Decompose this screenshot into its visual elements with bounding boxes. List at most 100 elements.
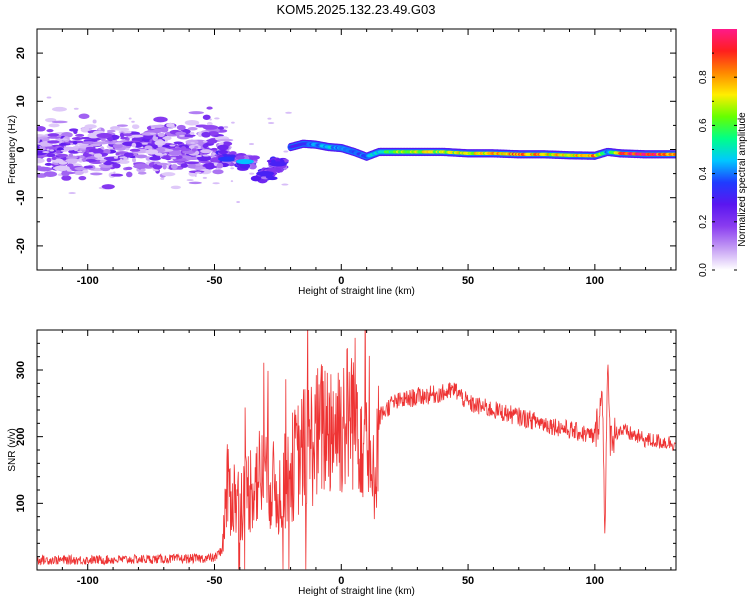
heatmap-cell <box>149 132 157 135</box>
heatmap-cell <box>170 126 177 129</box>
heatmap-cell <box>37 134 45 138</box>
heatmap-marks <box>37 96 676 203</box>
heatmap-cell <box>114 126 120 129</box>
heatmap-cell <box>53 167 56 170</box>
heatmap-cell <box>199 168 212 175</box>
heatmap-cell <box>200 149 212 154</box>
heatmap-cell <box>106 129 116 133</box>
heatmap-cell <box>212 169 224 175</box>
heatmap-cell <box>160 156 171 160</box>
heatmap-cell <box>82 153 93 157</box>
heatmap-cell <box>206 162 215 169</box>
heatmap-cell <box>112 163 121 169</box>
heatmap-cell <box>81 141 96 145</box>
heatmap-cell <box>119 156 127 159</box>
heatmap-cell <box>122 133 133 137</box>
heatmap-cell <box>66 155 78 160</box>
heatmap-cell <box>46 96 52 99</box>
heatmap-cell <box>126 171 133 178</box>
heatmap-cell <box>114 142 122 145</box>
heatmap-cell <box>212 152 217 155</box>
heatmap-cell <box>142 134 155 140</box>
snr-y-label: SNR (v/v) <box>7 428 18 471</box>
heatmap-cell <box>230 180 234 183</box>
heatmap-cell <box>218 149 228 155</box>
heatmap-cell <box>61 171 76 175</box>
heatmap-cell <box>202 140 208 143</box>
heatmap-cell <box>160 126 169 133</box>
heatmap-y-axis: -20 -10 0 10 20 <box>15 28 676 271</box>
colorbar-tick-label: 0.8 <box>698 70 709 84</box>
heatmap-cell <box>112 143 123 149</box>
heatmap-cell <box>170 185 181 190</box>
heatmap-cell <box>93 153 103 158</box>
heatmap-cell <box>43 171 58 178</box>
heatmap-cell <box>188 181 202 185</box>
heatmap-cell <box>123 158 129 161</box>
heatmap-cell <box>51 120 68 124</box>
heatmap-cell <box>202 125 219 130</box>
heatmap-cell <box>90 143 102 147</box>
chart-title: KOM5.2025.132.23.49.G03 <box>276 2 436 17</box>
heatmap-cell <box>44 162 53 166</box>
heatmap-cell <box>72 145 81 148</box>
heatmap-cell <box>202 114 211 120</box>
colorbar-gradient <box>712 29 737 270</box>
heatmap-cell <box>42 151 50 154</box>
heatmap-cell <box>51 156 57 160</box>
heatmap-cell <box>66 158 78 164</box>
x-tick-label: 50 <box>462 575 474 587</box>
heatmap-cell <box>217 144 229 151</box>
heatmap-cell <box>48 144 52 147</box>
heatmap-cell <box>150 126 156 129</box>
heatmap-cell <box>283 150 289 153</box>
heatmap-cell <box>80 127 90 133</box>
heatmap-cell <box>49 149 54 152</box>
heatmap-cell <box>184 119 200 126</box>
snr-frame <box>36 329 677 571</box>
heatmap-cell <box>46 148 50 151</box>
heatmap-cell <box>128 136 135 139</box>
colorbar: 0.0 0.2 0.4 0.6 0.8 Normalized spectral ampl… <box>698 29 748 277</box>
heatmap-cell <box>141 142 149 145</box>
heatmap-cell <box>113 171 116 174</box>
heatmap-cell <box>229 151 237 156</box>
heatmap-cell <box>75 133 85 137</box>
heatmap-cell <box>202 143 209 149</box>
heatmap-cell <box>51 106 67 112</box>
heatmap-cell <box>266 167 279 172</box>
heatmap-cell <box>267 121 275 124</box>
heatmap-cell <box>113 156 119 159</box>
heatmap-cell <box>131 124 140 130</box>
heatmap-cell <box>206 106 213 110</box>
x-tick-label: 0 <box>338 575 344 587</box>
heatmap-cell <box>214 117 220 120</box>
heatmap-cell <box>168 149 182 156</box>
heatmap-cell <box>188 111 204 115</box>
heatmap-cell <box>217 138 234 142</box>
heatmap-cell <box>69 128 79 132</box>
heatmap-cell <box>56 153 69 157</box>
x-tick-label: -100 <box>77 575 99 587</box>
heatmap-cell <box>145 156 152 161</box>
heatmap-cell <box>149 156 161 161</box>
heatmap-cell <box>206 121 213 127</box>
x-tick-label: -50 <box>207 275 223 287</box>
x-tick-label: 100 <box>586 275 604 287</box>
colorbar-tick-label: 0.6 <box>698 118 709 132</box>
snr-x-label: Height of straight line (km) <box>298 586 415 597</box>
y-tick-label: -20 <box>15 238 27 254</box>
heatmap-cell <box>84 124 97 129</box>
heatmap-cell <box>162 137 166 140</box>
heatmap-cell <box>96 133 113 138</box>
heatmap-cell <box>161 172 176 177</box>
heatmap-cell <box>162 142 166 145</box>
snr-y-axis: 100 200 300 <box>15 329 676 558</box>
heatmap-cell <box>152 169 160 172</box>
heatmap-cell <box>197 131 203 138</box>
heatmap-cell <box>134 154 148 159</box>
heatmap-cell <box>201 131 211 138</box>
heatmap-cell <box>132 157 137 163</box>
heatmap-cell <box>235 158 254 165</box>
heatmap-cell <box>250 175 261 182</box>
